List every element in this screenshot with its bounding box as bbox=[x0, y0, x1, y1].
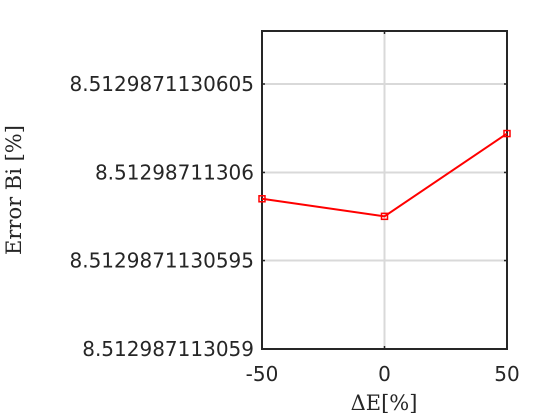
data-point-0-0 bbox=[258, 195, 266, 203]
x-tick-label-1: 0 bbox=[378, 362, 391, 386]
y-axis-label: Error Bi [%] bbox=[2, 125, 26, 255]
x-tick-label-0: -50 bbox=[246, 362, 279, 386]
y-tick-label-3: 8.5129871130605 bbox=[69, 72, 254, 96]
series-layer bbox=[258, 129, 511, 221]
y-tick-label-2: 8.51298711306 bbox=[95, 160, 254, 184]
x-tick-label-2: 50 bbox=[494, 362, 519, 386]
x-axis-label: ΔE[%] bbox=[351, 391, 418, 415]
y-tick-label-0: 8.512987113059 bbox=[82, 337, 254, 361]
y-tick-label-1: 8.5129871130595 bbox=[69, 249, 254, 273]
series-line-0 bbox=[261, 132, 508, 218]
tick-labels: -50 0 50 8.512987113059 8.5129871130595 8.512… bbox=[69, 31, 520, 386]
data-point-0-2 bbox=[503, 129, 511, 138]
data-point-0-1 bbox=[380, 212, 389, 221]
